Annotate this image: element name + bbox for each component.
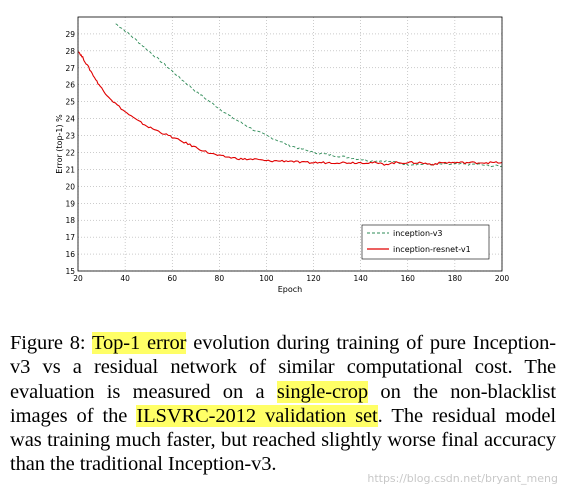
legend-label-inception-resnet-v1: inception-resnet-v1 [393, 245, 471, 254]
highlight-ilsvrc-validation: ILSVRC-2012 validation set [136, 404, 378, 427]
y-tick-label: 26 [65, 81, 75, 90]
x-axis-label: Epoch [278, 285, 303, 294]
highlight-top1-error: Top-1 error [92, 332, 187, 354]
y-tick-label: 29 [65, 30, 75, 39]
x-tick-label: 60 [167, 274, 177, 283]
legend-label-inception-v3: inception-v3 [393, 229, 443, 238]
legend: inception-v3 inception-resnet-v1 [361, 224, 490, 260]
x-tick-label: 140 [354, 274, 369, 283]
y-tick-label: 15 [65, 267, 75, 276]
y-tick-label: 21 [65, 165, 75, 174]
x-tick-label: 100 [259, 274, 274, 283]
y-tick-label: 20 [65, 182, 75, 191]
x-tick-label: 160 [401, 274, 416, 283]
x-tick-label: 120 [306, 274, 321, 283]
y-tick-label: 16 [65, 250, 75, 259]
y-tick-label: 22 [65, 148, 75, 157]
x-tick-label: 200 [495, 274, 510, 283]
x-tick-label: 20 [73, 274, 83, 283]
watermark: https://blog.csdn.net/bryant_meng [367, 472, 558, 485]
series-line-inception-resnet-v1 [77, 51, 503, 166]
caption-text-2: on the non-blacklist images of the [10, 380, 557, 427]
y-tick-label: 23 [65, 132, 75, 141]
highlight-single-crop: single-crop [276, 380, 369, 403]
training-error-chart: 15 16 17 18 19 20 21 22 23 24 25 26 27 28 29 20 40 60 80 10… [55, 16, 510, 294]
y-tick-label: 18 [65, 216, 75, 225]
caption-text-3: . The residual model was training much f… [10, 404, 556, 476]
caption-text-1: evolution during training of pure Incept… [10, 332, 556, 403]
y-tick-label: 27 [65, 64, 75, 73]
y-tick-label: 25 [65, 98, 75, 107]
y-tick-label: 28 [65, 47, 75, 56]
x-tick-label: 80 [215, 274, 225, 283]
y-tick-label: 17 [65, 233, 75, 242]
y-axis-label: Error (top-1) % [55, 114, 64, 174]
y-tick-label: 24 [65, 115, 75, 124]
figure-caption: Figure 8: Top-1 error evolution during t… [10, 331, 556, 477]
caption-prefix: Figure 8: [10, 332, 92, 354]
x-tick-label: 40 [120, 274, 130, 283]
x-tick-label: 180 [448, 274, 463, 283]
y-tick-label: 19 [65, 199, 75, 208]
